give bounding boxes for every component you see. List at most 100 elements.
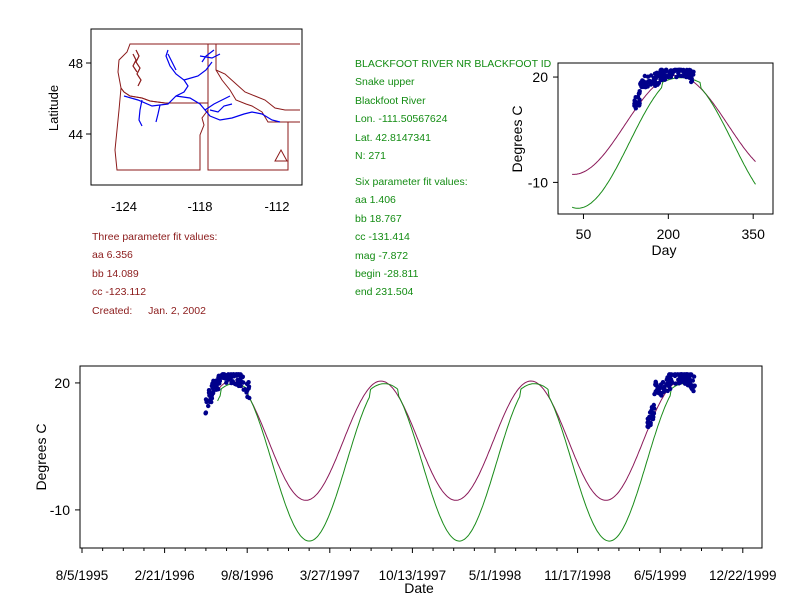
six-param-end: end 231.504 [355, 286, 414, 299]
timeseries-observation-point [668, 386, 673, 392]
location-map: 48 44 Latitude -124 -118 -112 [46, 28, 303, 214]
timeseries-xtick-label: 2/21/1996 [135, 568, 195, 583]
station-info: BLACKFOOT RIVER NR BLACKFOOT ID Snake up… [355, 55, 551, 165]
timeseries-xtick-label: 10/13/1997 [379, 568, 447, 583]
seasonal-observation-point [654, 73, 659, 79]
timeseries-chart: 8/5/1995 2/21/1996 9/8/1996 3/27/1997 10/13/… [33, 365, 777, 596]
station-river: Blackfoot River [355, 94, 426, 107]
snake-river [175, 95, 281, 123]
timeseries-xtick-label: 6/5/1999 [634, 568, 687, 583]
map-lat-ticks: 48 44 [69, 56, 91, 142]
seasonal-observation-point [676, 67, 682, 73]
state-outlines [114, 43, 300, 171]
timeseries-observation-point [648, 420, 653, 426]
six-param-fit-line [571, 77, 756, 209]
timeseries-observation-point [237, 372, 243, 377]
seasonal-observation-point [667, 74, 672, 79]
timeseries-observation-point [687, 380, 692, 386]
idaho-outline [207, 43, 289, 171]
timeseries-observation-point [206, 403, 211, 409]
seasonal-observation-point [659, 77, 664, 83]
timeseries-xtick-label: 12/22/1999 [709, 568, 777, 583]
timeseries-observation-point [244, 390, 249, 395]
seasonal-observation-point [689, 79, 694, 85]
seasonal-axes: 50 200 350 20 -10 [528, 69, 765, 242]
seasonal-observation-point [689, 76, 694, 81]
seasonal-observation-point [632, 98, 637, 103]
map-frame [90, 28, 303, 186]
timeseries-observation-point [691, 384, 696, 389]
pend-oreille [201, 49, 215, 63]
timeseries-observation-point [244, 381, 250, 387]
timeseries-observation-point [679, 372, 684, 377]
lat-tick-44: 44 [69, 127, 83, 142]
three-param-cc: cc -123.112 [92, 286, 147, 299]
timeseries-observation-point [662, 384, 667, 389]
seasonal-observation-point [633, 104, 638, 109]
timeseries-ytick-label: -10 [50, 502, 70, 518]
timeseries-xtick-label: 3/27/1997 [300, 568, 360, 583]
six-param-bb: bb 18.767 [355, 212, 402, 225]
seasonal-chart: 50 200 350 20 -10 Day Degrees C [509, 62, 774, 258]
willamette-river [138, 99, 143, 127]
three-param-heading: Three parameter fit values: [92, 231, 218, 243]
six-param-fit-values: Six parameter fit values: aa 1.406 bb 18… [355, 173, 468, 302]
seasonal-observation-point [657, 71, 663, 77]
six-param-aa: aa 1.406 [355, 194, 396, 207]
six-param-heading: Six parameter fit values: [355, 176, 468, 188]
timeseries-observation-point [645, 423, 651, 428]
timeseries-observation-point [649, 411, 655, 416]
seasonal-observation-point [651, 80, 657, 85]
seasonal-observation-point [663, 67, 668, 73]
seasonal-observation-point [687, 72, 692, 77]
seasonal-observation-point [671, 68, 676, 73]
timeseries-observation-point [654, 383, 660, 388]
lon-tick-112: -112 [264, 199, 289, 214]
station-region: Snake upper [355, 76, 415, 89]
six-param-cc: cc -131.414 [355, 231, 410, 244]
seasonal-ytick-label: 20 [532, 69, 548, 85]
timeseries-observation-point [660, 380, 666, 385]
map-ylabel: Latitude [46, 85, 61, 131]
seasonal-xtick-label: 200 [657, 226, 681, 242]
seasonal-observation-point [640, 84, 646, 89]
timeseries-observation-point [651, 406, 657, 411]
timeseries-observation-point [673, 372, 678, 377]
timeseries-observation-point [653, 389, 658, 394]
seasonal-observation-point [647, 78, 652, 84]
timeseries-observation-point [673, 381, 678, 386]
seasonal-observation-point [645, 74, 651, 79]
timeseries-xlabel: Date [404, 580, 434, 596]
seasonal-observation-point [679, 73, 684, 79]
montana-outline [215, 43, 300, 111]
timeseries-observation-point [239, 379, 244, 385]
deschutes-river [155, 104, 161, 123]
seasonal-marks [571, 67, 756, 209]
station-lon: Lon. -111.50567624 [355, 113, 448, 126]
timeseries-observation-point [203, 410, 209, 415]
seasonal-xlabel: Day [652, 242, 677, 258]
lon-tick-124: -124 [111, 199, 137, 214]
timeseries-xtick-label: 8/5/1995 [56, 568, 109, 583]
timeseries-xtick-label: 5/1/1998 [469, 568, 522, 583]
seasonal-observation-point [635, 101, 640, 106]
timeseries-axes: 8/5/1995 2/21/1996 9/8/1996 3/27/1997 10/13/… [50, 375, 777, 583]
seasonal-xtick-label: 350 [742, 226, 766, 242]
lon-tick-118: -118 [187, 199, 212, 214]
seasonal-observation-point [653, 83, 658, 89]
six-param-mag: mag -7.872 [355, 249, 409, 262]
seasonal-observation-point [640, 78, 645, 83]
timeseries-observation-point [682, 372, 687, 377]
timeseries-observation-point [651, 414, 656, 420]
timeseries-observation-point [666, 377, 672, 382]
seasonal-xtick-label: 50 [576, 226, 592, 242]
upper-columbia [183, 61, 213, 81]
timeseries-observation-point [221, 372, 226, 377]
timeseries-observation-point [209, 394, 214, 399]
timeseries-observation-point [206, 398, 211, 403]
three-param-aa: aa 6.356 [92, 249, 133, 262]
seasonal-ytick-label: -10 [528, 174, 548, 190]
timeseries-ylabel: Degrees C [33, 424, 49, 491]
timeseries-observation-point [659, 390, 665, 396]
